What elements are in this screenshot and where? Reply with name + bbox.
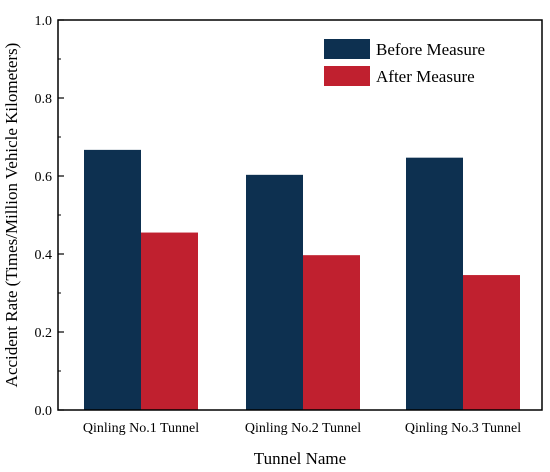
- bar-before-2: [246, 174, 303, 410]
- x-tick-label: Qinling No.1 Tunnel: [83, 421, 199, 436]
- bar-before-3: [406, 157, 463, 410]
- y-tick-label: 1.0: [35, 14, 53, 29]
- legend-swatch-after: [324, 66, 370, 86]
- y-tick-label: 0.2: [35, 326, 53, 341]
- legend-swatch-before: [324, 39, 370, 59]
- x-tick-label: Qinling No.3 Tunnel: [405, 421, 521, 436]
- bar-before-1: [84, 149, 141, 410]
- legend-label-before: Before Measure: [376, 40, 485, 59]
- y-tick-label: 0.4: [35, 248, 53, 263]
- x-tick-label: Qinling No.2 Tunnel: [245, 421, 361, 436]
- y-tick-label: 0.0: [35, 404, 53, 419]
- legend: Before Measure After Measure: [324, 39, 485, 86]
- y-tick-label: 0.8: [35, 92, 53, 107]
- x-axis-title: Tunnel Name: [254, 449, 346, 468]
- y-axis: 0.0 0.2 0.4 0.6 0.8 1.0: [35, 14, 64, 419]
- legend-label-after: After Measure: [376, 67, 475, 86]
- x-axis: Qinling No.1 Tunnel Qinling No.2 Tunnel Qi…: [83, 421, 521, 436]
- y-tick-label: 0.6: [35, 170, 53, 185]
- bar-after-1: [141, 232, 198, 410]
- bars-group: [84, 149, 520, 410]
- y-axis-title: Accident Rate (Times/Million Vehicle Kil…: [2, 43, 21, 388]
- bar-after-3: [463, 275, 520, 410]
- bar-after-2: [303, 255, 360, 410]
